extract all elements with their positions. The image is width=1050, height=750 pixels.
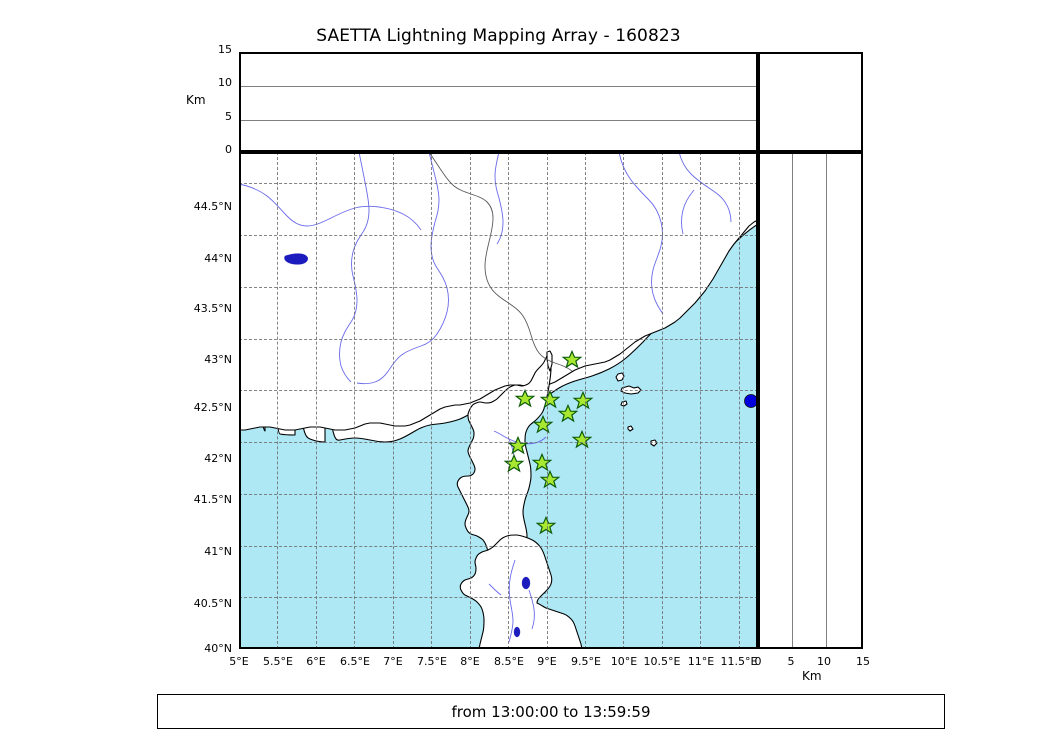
station-marker [539,389,561,409]
station-marker [514,388,536,408]
map-ytick-41N: 41°N [204,545,232,558]
right-panel-xtick-0: 0 [754,655,762,668]
top-panel-ytick-15: 15 [218,43,232,56]
top-panel-gridline-10 [241,86,756,88]
top-panel-ytick-5: 5 [225,110,232,123]
time-range-caption: from 13:00:00 to 13:59:59 [157,694,945,729]
station-marker [571,429,593,449]
map-ytick-40.5N: 40.5°N [193,597,232,610]
vhf-source-dot [744,394,758,408]
station-marker [561,349,583,369]
top-height-longitude-panel [239,52,758,152]
top-panel-ytick-10: 10 [218,76,232,89]
lakes-group [284,253,531,638]
top-right-corner-panel [758,52,863,152]
station-marker [531,452,553,472]
map-ytick-42N: 42°N [204,452,232,465]
map-ytick-44.5N: 44.5°N [193,200,232,213]
right-panel-gridline-5 [792,154,794,647]
map-xtick-9.5E: 9.5°E [571,655,601,668]
map-xtick-8E: 8°E [460,655,480,668]
map-xtick-6.5E: 6.5°E [340,655,370,668]
map-ytick-42.5N: 42.5°N [193,401,232,414]
landmass-group [239,152,758,649]
map-xtick-10.5E: 10.5°E [643,655,681,668]
map-ytick-43.5N: 43.5°N [193,302,232,315]
map-xtick-6E: 6°E [306,655,326,668]
right-panel-xtick-10: 10 [817,655,831,668]
lake-omodeo [521,576,531,590]
map-ytick-40N: 40°N [204,642,232,655]
map-xtick-7.5E: 7.5°E [417,655,447,668]
map-ytick-43N: 43°N [204,353,232,366]
top-panel-gridline-5 [241,119,756,121]
map-xtick-11.5E: 11.5°E [720,655,758,668]
right-panel-xtick-15: 15 [856,655,870,668]
island-montecristo [627,425,634,432]
lake-flumendosa [513,626,521,638]
map-xtick-10E: 10°E [610,655,638,668]
right-panel-gridline-10 [825,154,827,647]
station-marker [557,403,579,423]
station-marker [539,469,561,489]
rivers-group [239,152,732,643]
map-xtick-5.5E: 5.5°E [263,655,293,668]
coastline-corsica [456,353,552,594]
borders-group [428,152,573,372]
island-elba [620,385,642,395]
map-xtick-8.5E: 8.5°E [494,655,524,668]
small-islands-group [615,372,658,447]
map-panel[interactable] [239,152,758,649]
top-panel-ylabel: Km [186,93,206,107]
right-panel-xtick-5: 5 [787,655,795,668]
right-panel-xlabel: Km [802,669,822,683]
map-xtick-7E: 7°E [383,655,403,668]
station-marker [572,390,594,410]
station-marker [503,453,525,473]
map-xtick-9E: 9°E [537,655,557,668]
coastline-northern-mainland [239,152,758,431]
right-height-latitude-panel [758,152,863,649]
station-marker [507,435,529,455]
coastline-sardinia [459,534,583,649]
map-xtick-5E: 5°E [229,655,249,668]
page-title: SAETTA Lightning Mapping Array - 160823 [316,26,681,46]
map-svg [239,152,758,649]
time-range-text: from 13:00:00 to 13:59:59 [451,702,651,721]
map-ytick-44N: 44°N [204,252,232,265]
top-panel-ytick-0: 0 [225,143,232,156]
island-capraia [615,372,625,382]
map-xtick-11E: 11°E [687,655,715,668]
station-marker [535,515,557,535]
map-ytick-41.5N: 41.5°N [193,493,232,506]
